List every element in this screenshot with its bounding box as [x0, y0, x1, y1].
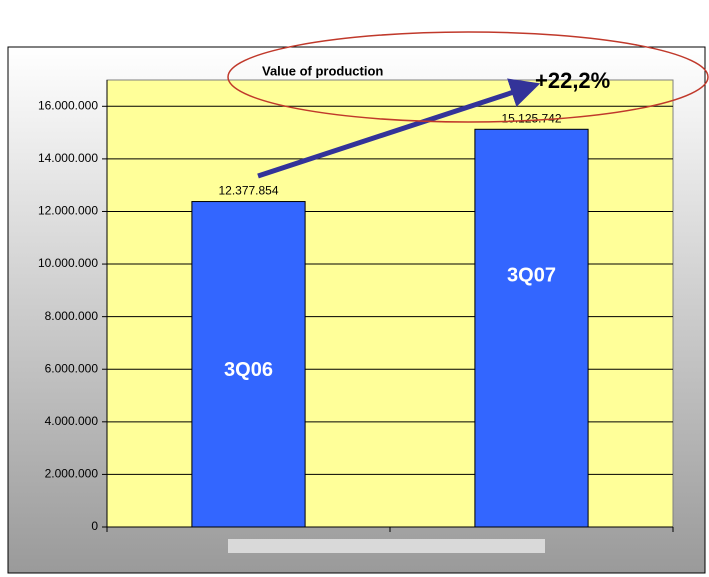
y-tick-label: 2.000.000 — [45, 467, 99, 481]
y-tick-label: 8.000.000 — [45, 309, 99, 323]
data-label: 15.125.742 — [501, 111, 561, 125]
y-tick-label: 14.000.000 — [38, 151, 98, 165]
category-label: 3Q07 — [507, 265, 556, 287]
category-label: 3Q06 — [224, 359, 273, 381]
y-tick-label: 0 — [91, 519, 98, 533]
axis-placeholder — [228, 539, 545, 553]
y-tick-label: 4.000.000 — [45, 414, 99, 428]
y-tick-label: 12.000.000 — [38, 204, 98, 218]
bar — [474, 128, 589, 528]
highlight-ellipse — [227, 31, 709, 123]
annotation: +22,2% — [535, 68, 610, 93]
data-label: 12.377.854 — [218, 184, 278, 198]
y-tick-label: 6.000.000 — [45, 361, 99, 375]
y-tick-label: 10.000.000 — [38, 256, 98, 270]
trend-arrow — [257, 78, 541, 179]
y-tick-label: 16.000.000 — [38, 98, 98, 112]
bar — [191, 201, 306, 528]
chart-title: Value of production — [262, 63, 383, 78]
